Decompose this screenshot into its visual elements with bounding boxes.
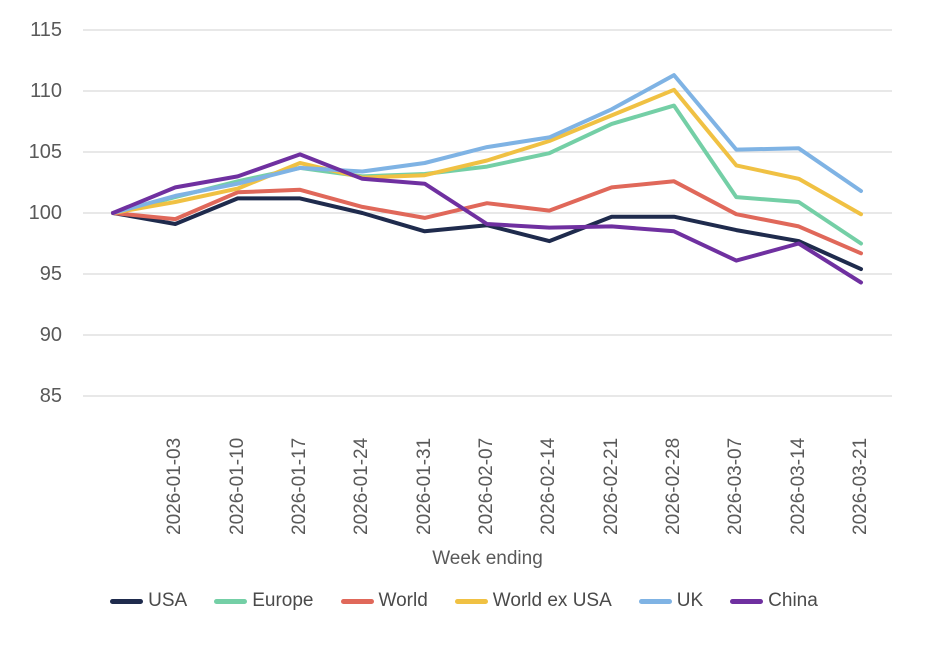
x-axis-tick-label: 2026-01-03 — [164, 437, 186, 535]
series-line-china — [111, 152, 863, 285]
x-axis-tick-label: 2026-02-14 — [538, 437, 560, 535]
legend-label: Europe — [252, 590, 314, 611]
x-axis-tick-label: 2026-01-31 — [413, 437, 435, 535]
legend-line-swatch — [638, 598, 672, 604]
x-axis-title: Week ending — [432, 548, 543, 569]
legend-line-swatch — [454, 598, 488, 604]
legend-item-world: World — [340, 590, 428, 612]
legend-line-swatch — [340, 598, 374, 604]
x-axis-tick-label: 2026-03-07 — [725, 437, 747, 535]
series-line-world-ex-usa — [111, 87, 863, 217]
legend-label: USA — [148, 590, 188, 611]
y-axis-tick-label: 115 — [30, 19, 62, 41]
y-axis-tick-label: 90 — [39, 324, 62, 346]
x-axis-tick-label: 2026-03-21 — [850, 437, 871, 535]
y-axis-tick-label: 95 — [39, 263, 62, 285]
legend-item-china: China — [730, 590, 818, 612]
legend-item-usa: USA — [110, 590, 187, 612]
y-axis-tick-label: 110 — [30, 80, 62, 102]
legend-line-swatch — [214, 598, 248, 604]
legend: USA Europe World World ex USA UK China — [0, 590, 928, 612]
series-line-uk — [111, 73, 863, 215]
legend-line-swatch — [110, 598, 144, 604]
x-axis-tick-label: 2026-01-17 — [289, 437, 310, 535]
legend-line-swatch — [730, 598, 764, 604]
legend-label: UK — [676, 590, 704, 611]
legend-item-world-ex-usa: World ex USA — [454, 590, 612, 612]
x-axis-tick-label: 2026-03-14 — [787, 437, 809, 535]
legend-item-uk: UK — [638, 590, 704, 612]
series-line-world — [111, 179, 863, 256]
y-axis-tick-label: 105 — [28, 141, 62, 163]
y-axis-tick-label: 100 — [28, 202, 62, 224]
x-axis-tick-label: 2026-02-21 — [600, 437, 622, 535]
legend-item-europe: Europe — [214, 590, 314, 612]
legend-label: World ex USA — [492, 590, 612, 611]
y-axis-tick-label: 85 — [39, 385, 62, 407]
legend-label: World — [378, 590, 428, 611]
x-axis-tick-label: 2026-01-24 — [351, 437, 373, 535]
x-axis-tick-label: 2026-02-28 — [663, 437, 684, 535]
legend-label: China — [768, 590, 818, 611]
x-axis-tick-label: 2026-01-10 — [226, 437, 248, 535]
series-line-europe — [111, 103, 863, 246]
x-axis-tick-label: 2026-02-07 — [476, 437, 497, 535]
